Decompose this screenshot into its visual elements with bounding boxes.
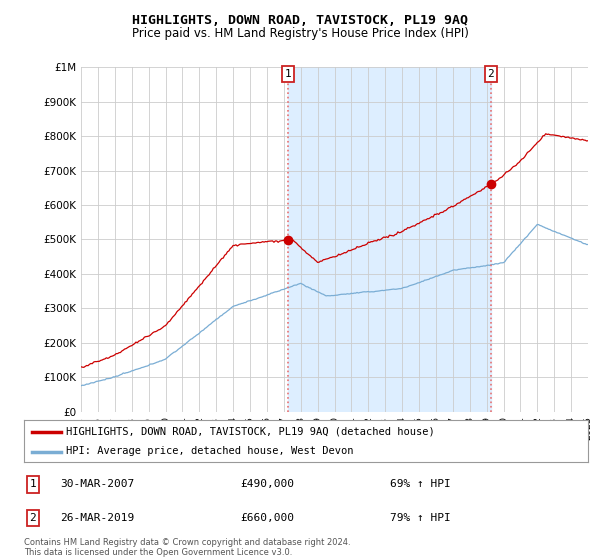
Bar [288,67,491,412]
Text: Price paid vs. HM Land Registry's House Price Index (HPI): Price paid vs. HM Land Registry's House … [131,27,469,40]
Text: £490,000: £490,000 [240,479,294,489]
Text: £660,000: £660,000 [240,513,294,523]
Text: 30-MAR-2007: 30-MAR-2007 [60,479,134,489]
Text: 79% ↑ HPI: 79% ↑ HPI [390,513,451,523]
Text: 1: 1 [29,479,37,489]
Text: HIGHLIGHTS, DOWN ROAD, TAVISTOCK, PL19 9AQ (detached house): HIGHLIGHTS, DOWN ROAD, TAVISTOCK, PL19 9… [66,427,435,437]
Text: HIGHLIGHTS, DOWN ROAD, TAVISTOCK, PL19 9AQ: HIGHLIGHTS, DOWN ROAD, TAVISTOCK, PL19 9… [132,14,468,27]
Text: 1: 1 [284,69,292,79]
Text: 2: 2 [487,69,494,79]
Text: 2: 2 [29,513,37,523]
Text: HPI: Average price, detached house, West Devon: HPI: Average price, detached house, West… [66,446,354,456]
Text: 69% ↑ HPI: 69% ↑ HPI [390,479,451,489]
Text: 26-MAR-2019: 26-MAR-2019 [60,513,134,523]
Text: Contains HM Land Registry data © Crown copyright and database right 2024.
This d: Contains HM Land Registry data © Crown c… [24,538,350,557]
